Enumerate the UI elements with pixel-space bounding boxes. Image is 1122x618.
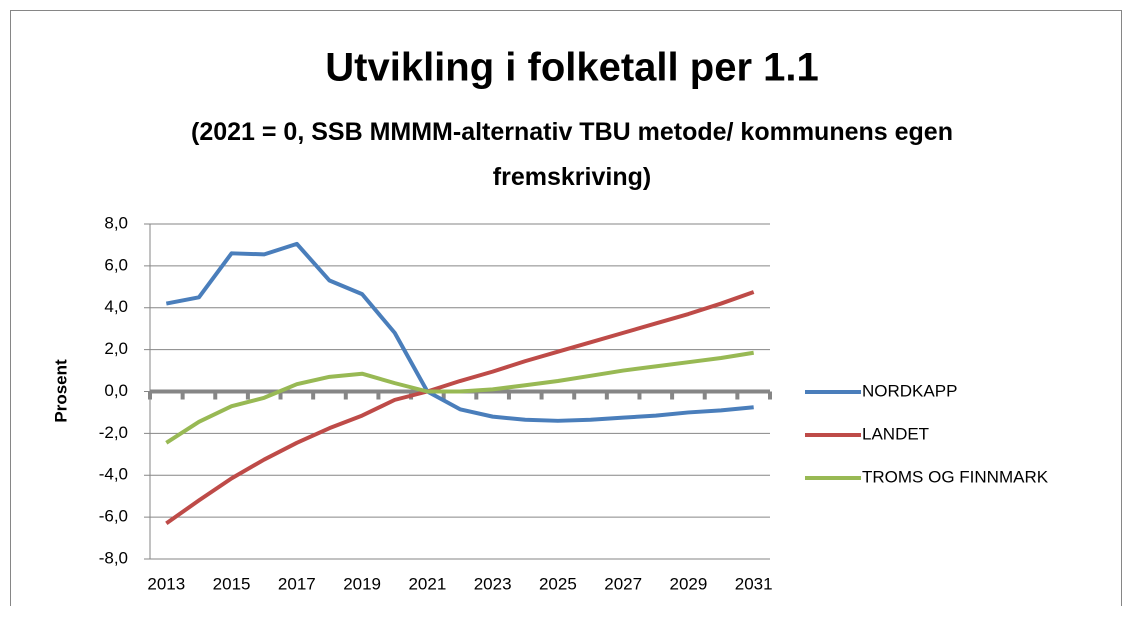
line-series — [165, 290, 755, 526]
y-axis-label: Prosent — [51, 359, 70, 423]
x-tick-label: 2015 — [213, 574, 251, 593]
y-tick-label: 2,0 — [104, 339, 128, 358]
x-tick-label: 2013 — [147, 574, 185, 593]
y-tick-label: 4,0 — [104, 297, 128, 316]
legend-label: TROMS OG FINNMARK — [862, 467, 1049, 486]
chart-title: Utvikling i folketall per 1.1 — [325, 46, 818, 90]
y-tick-label: 8,0 — [104, 213, 128, 232]
x-tick-label: 2031 — [735, 574, 773, 593]
x-tick-label: 2029 — [670, 574, 708, 593]
x-tick-label: 2021 — [408, 574, 446, 593]
legend-label: LANDET — [862, 424, 929, 443]
y-tick-label: -8,0 — [99, 548, 128, 567]
chart-subtitle: (2021 = 0, SSB MMMM-alternativ TBU metod… — [191, 118, 953, 191]
x-tick-label: 2017 — [278, 574, 316, 593]
y-tick-label: 6,0 — [104, 255, 128, 274]
y-tick-label: -2,0 — [99, 423, 128, 442]
legend-label: NORDKAPP — [862, 381, 957, 400]
line-series — [165, 241, 754, 423]
x-tick-label: 2027 — [604, 574, 642, 593]
x-tick-label: 2019 — [343, 574, 381, 593]
y-tick-label: 0,0 — [104, 381, 128, 400]
y-tick-label: -6,0 — [99, 507, 128, 526]
line-series — [165, 350, 755, 445]
x-tick-label: 2023 — [474, 574, 512, 593]
y-tick-label: -4,0 — [99, 465, 128, 484]
x-tick-label: 2025 — [539, 574, 577, 593]
